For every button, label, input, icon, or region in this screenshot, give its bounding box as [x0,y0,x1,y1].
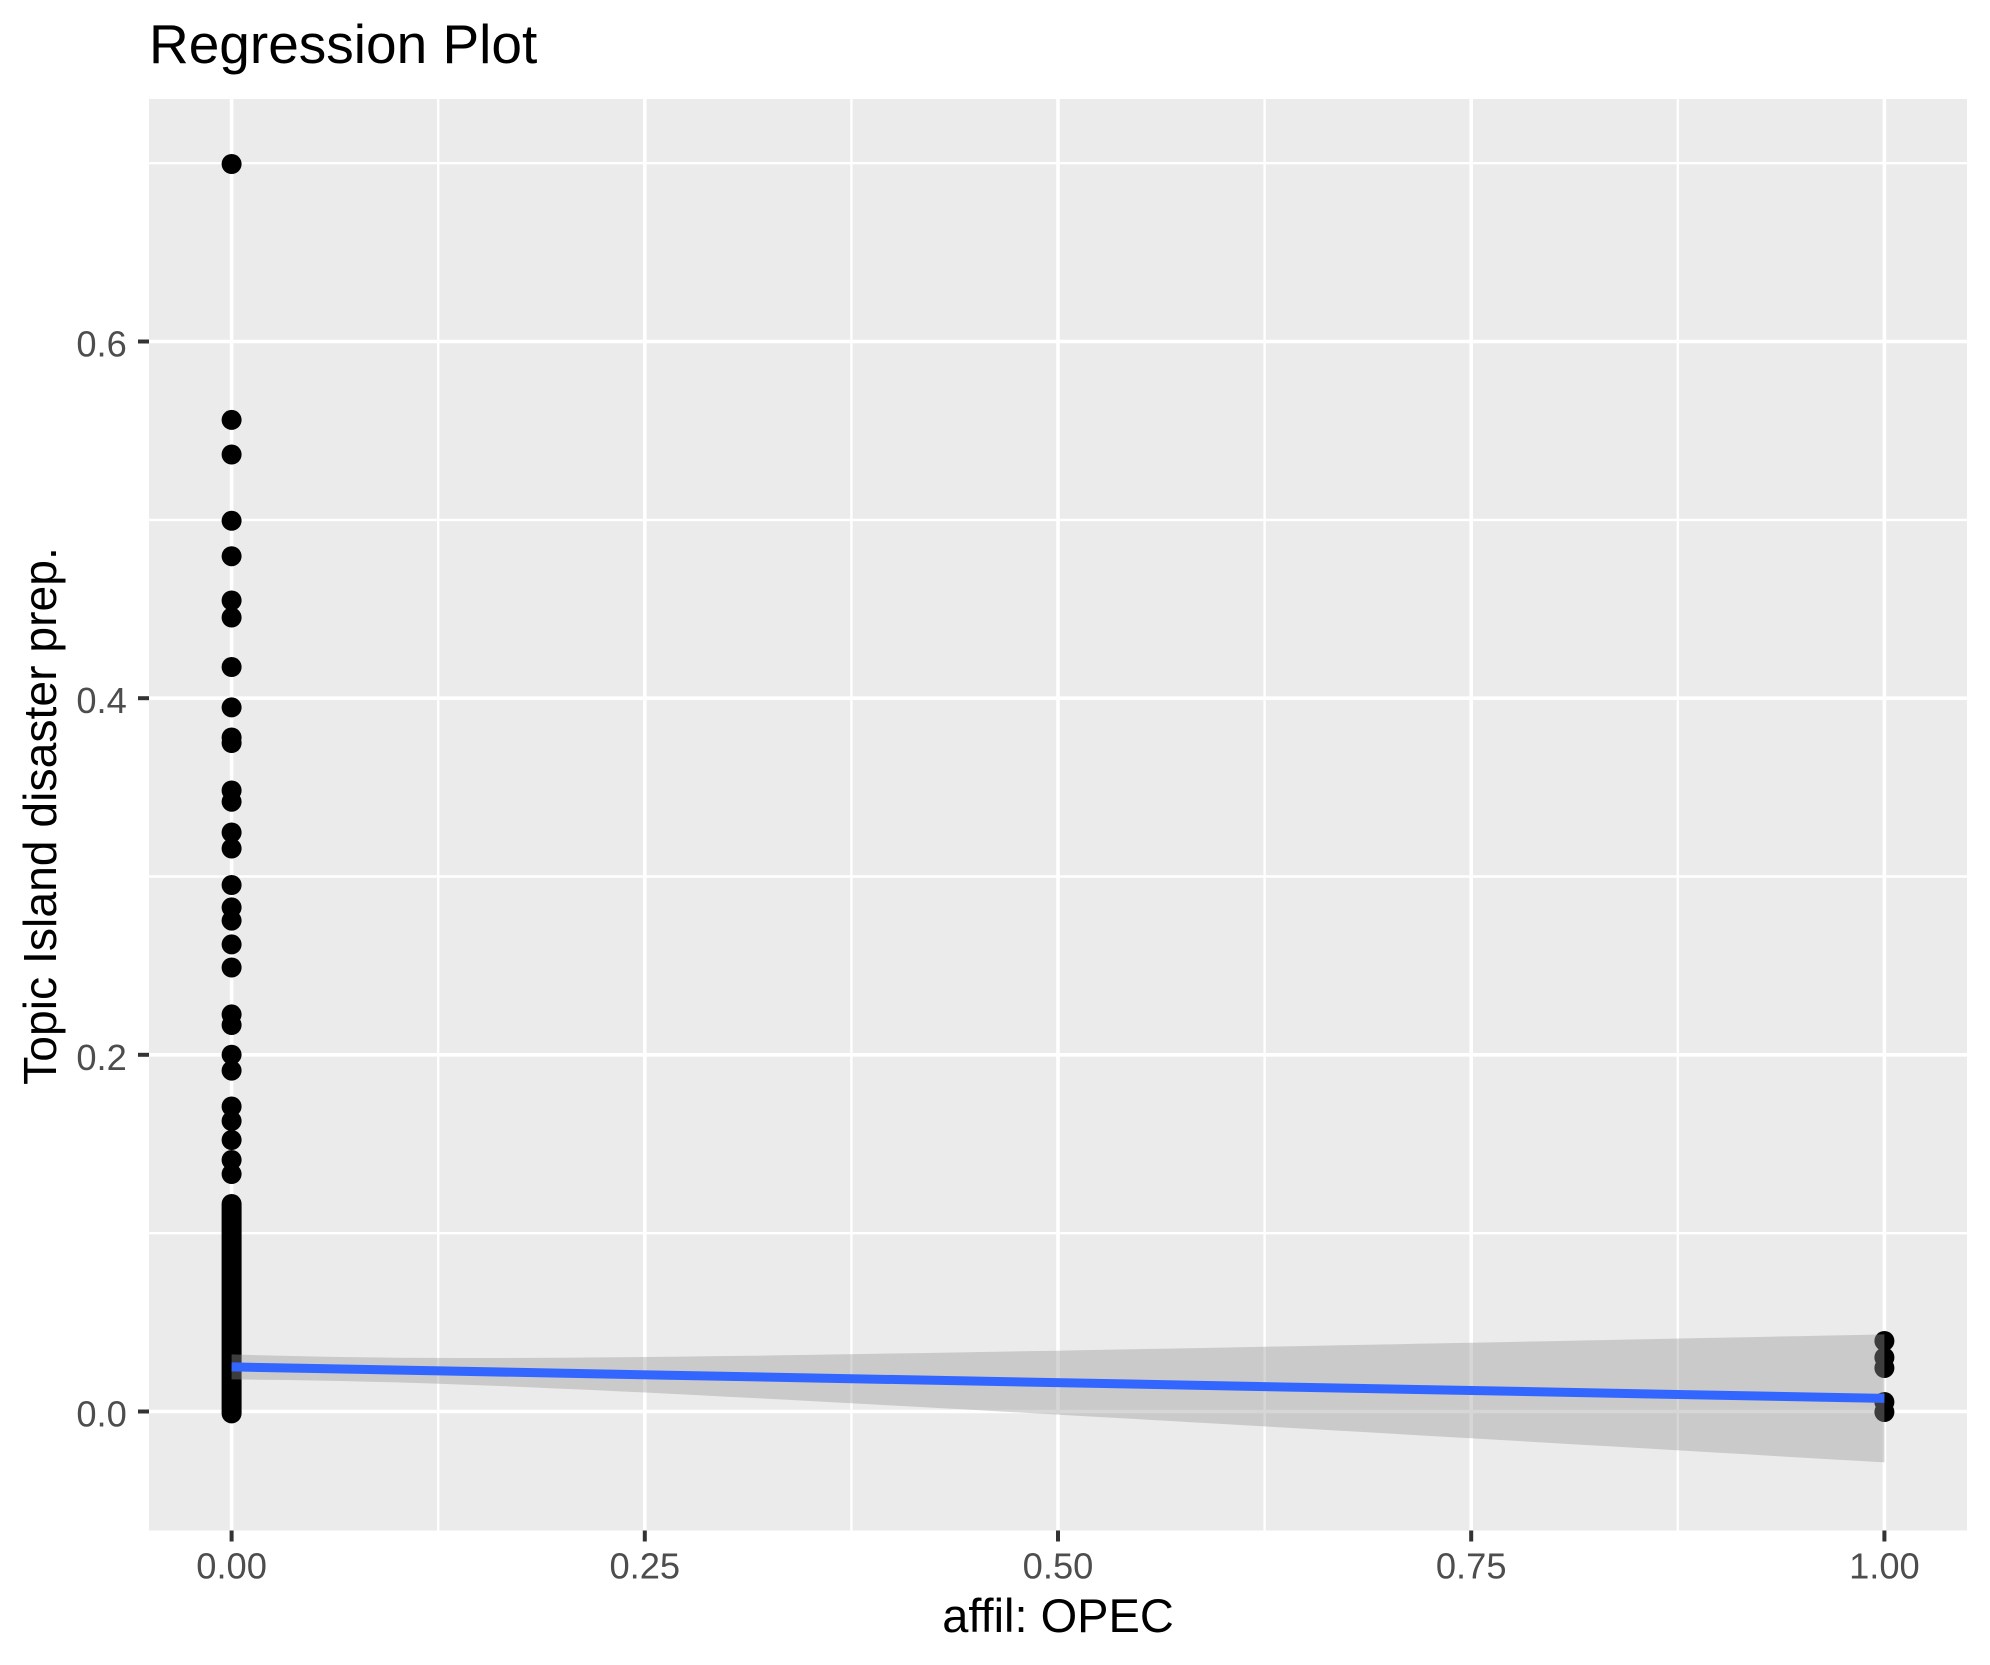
svg-text:0.4: 0.4 [76,680,126,721]
svg-text:0.25: 0.25 [609,1546,680,1587]
svg-text:0.0: 0.0 [76,1394,126,1435]
svg-text:0.75: 0.75 [1436,1546,1507,1587]
svg-text:1.00: 1.00 [1849,1546,1920,1587]
svg-text:0.6: 0.6 [76,324,126,365]
svg-text:0.50: 0.50 [1023,1546,1094,1587]
svg-text:0.00: 0.00 [196,1546,267,1587]
svg-text:Regression Plot: Regression Plot [149,13,537,75]
svg-text:0.2: 0.2 [76,1037,126,1078]
svg-text:Topic Island disaster prep.: Topic Island disaster prep. [14,547,66,1085]
svg-text:affil: OPEC: affil: OPEC [942,1589,1174,1642]
